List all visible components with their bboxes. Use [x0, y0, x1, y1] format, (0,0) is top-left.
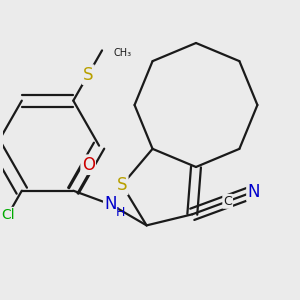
Text: H: H: [116, 206, 125, 219]
Text: Cl: Cl: [1, 208, 15, 222]
Text: CH₃: CH₃: [114, 48, 132, 59]
Text: S: S: [117, 176, 127, 194]
Text: O: O: [82, 156, 95, 174]
Text: N: N: [104, 195, 117, 213]
Text: S: S: [83, 66, 93, 84]
Text: N: N: [248, 183, 260, 201]
Text: C: C: [223, 195, 232, 208]
